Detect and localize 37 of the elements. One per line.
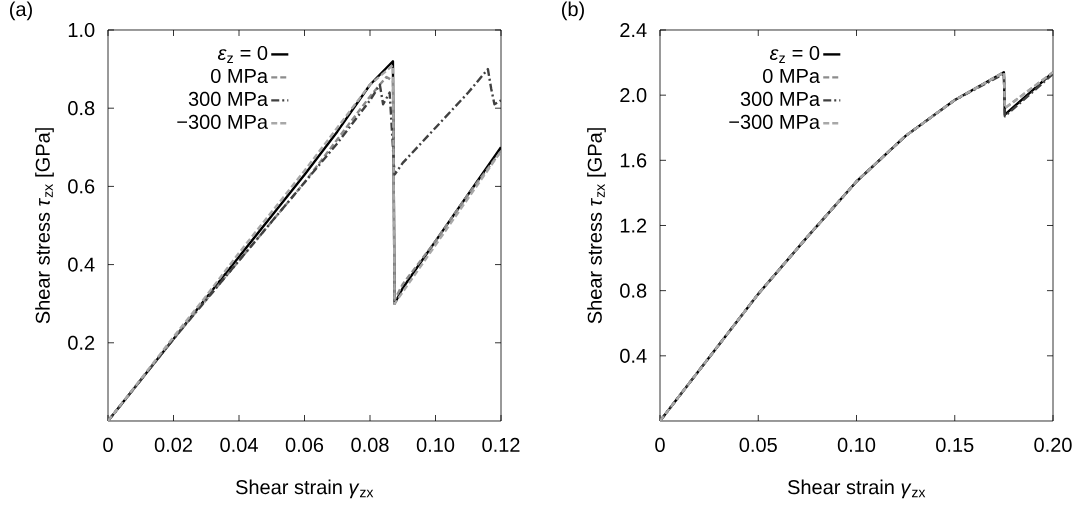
x-tick-label: 0 (655, 437, 665, 453)
y-tick-label: 0.4 (620, 348, 647, 363)
y-tick-label: 0.2 (68, 335, 95, 350)
x-tick-label: 0.06 (285, 437, 324, 453)
y-axis-title: Shear stress τ$_{zx}$ [GPa] (35, 128, 54, 324)
y-tick-label: 1.0 (68, 22, 95, 38)
y-tick-label: 0.8 (620, 283, 647, 298)
chart-title: (b) (562, 1, 584, 21)
legend-label: −300 MPa (177, 114, 269, 129)
legend-label: −300 MPa (729, 114, 821, 129)
x-tick-label: 0.04 (220, 437, 258, 453)
legend-label: 0 MPa (211, 68, 269, 84)
x-tick-label: 0.15 (936, 437, 974, 453)
y-tick-label: 0.8 (68, 101, 95, 116)
x-tick-label: 0.12 (482, 437, 520, 453)
x-tick-label: 0.10 (416, 437, 455, 453)
x-tick-label: 0.05 (739, 437, 777, 453)
x-tick-label: 0.20 (1034, 437, 1072, 453)
x-tick-label: 0.08 (351, 437, 389, 453)
x-axis-title: Shear strain γ$_{zx}$ (788, 479, 926, 499)
legend-label: 0 MPa (763, 68, 821, 84)
x-tick-label: 0.02 (154, 437, 192, 453)
legend-label: 300 MPa (188, 91, 269, 106)
legend-label: 300 MPa (740, 91, 821, 106)
y-tick-label: 1.6 (620, 153, 647, 168)
legend-label: ε$_{z}$ = 0 (217, 45, 268, 63)
y-tick-label: 0.4 (68, 257, 95, 272)
x-tick-label: 0.10 (837, 437, 876, 453)
x-axis-title: Shear strain γ$_{zx}$ (236, 479, 374, 499)
chart-title: (a) (10, 1, 32, 21)
y-tick-label: 2.0 (620, 88, 647, 103)
y-tick-label: 2.4 (620, 23, 647, 37)
x-tick-label: 0 (103, 437, 113, 453)
y-axis-title: Shear stress τ$_{zx}$ [GPa] (587, 128, 606, 324)
y-tick-label: 1.2 (620, 218, 647, 233)
y-tick-label: 0.6 (68, 179, 95, 194)
legend-label: ε$_{z}$ = 0 (769, 45, 820, 63)
